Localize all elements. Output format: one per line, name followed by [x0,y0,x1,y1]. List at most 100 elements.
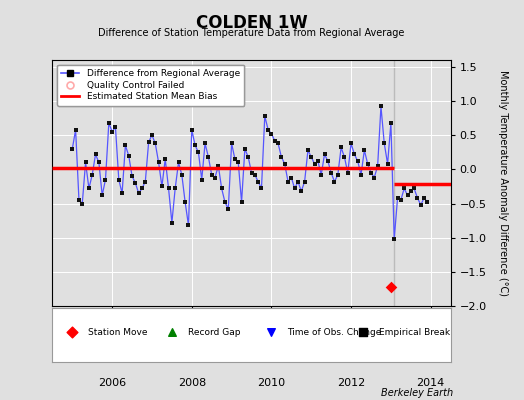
Point [171,185,179,192]
Point [168,220,176,226]
Point [277,154,286,160]
Point [284,178,292,185]
Point [423,199,432,205]
Point [181,199,189,205]
Point [105,120,113,126]
Point [188,126,196,133]
Point [198,176,206,183]
Point [370,174,378,181]
Point [174,159,183,166]
Point [274,140,282,146]
Point [290,185,299,192]
Point [217,185,226,192]
Legend: Difference from Regional Average, Quality Control Failed, Estimated Station Mean: Difference from Regional Average, Qualit… [57,64,245,106]
Text: COLDEN 1W: COLDEN 1W [195,14,308,32]
Text: 2014: 2014 [417,378,445,388]
Point [81,159,90,166]
Point [165,185,173,192]
Point [135,190,143,196]
Point [344,170,352,176]
Point [267,329,276,336]
Point [128,173,136,179]
Point [237,199,246,205]
Point [145,139,153,145]
Point [307,154,315,160]
Point [294,178,302,185]
Point [304,147,312,153]
Point [340,154,348,160]
Point [327,170,335,176]
Point [367,170,375,176]
Point [357,172,365,178]
Point [410,185,418,192]
Point [287,174,296,181]
Point [280,161,289,167]
Point [151,140,159,146]
Point [417,202,425,208]
Point [168,329,176,336]
Point [148,132,156,138]
Point [78,200,86,207]
Point [384,161,392,167]
Point [211,174,219,181]
Point [155,159,163,166]
Point [260,113,269,119]
Point [241,146,249,152]
Point [95,159,103,166]
Point [91,151,100,158]
Point [208,172,216,178]
Point [257,185,266,192]
Point [88,172,96,178]
Point [75,197,83,203]
Point [320,151,329,158]
Point [377,103,385,110]
Point [244,154,253,160]
Point [350,151,358,158]
Point [98,192,106,198]
Text: 2012: 2012 [337,378,365,388]
Point [359,329,367,336]
Text: Difference of Station Temperature Data from Regional Average: Difference of Station Temperature Data f… [99,28,405,38]
Point [138,185,146,192]
Point [121,142,129,149]
Point [390,236,398,242]
Point [250,172,259,178]
Point [314,158,322,164]
Point [201,140,209,146]
Point [380,140,388,146]
Point [374,163,382,169]
Point [68,146,77,152]
Point [85,185,93,192]
Point [118,190,126,196]
Point [387,120,395,126]
Point [397,197,405,203]
Point [330,178,339,185]
Point [324,158,332,164]
Point [317,172,325,178]
Point [310,161,319,167]
Point [111,124,119,130]
Text: Record Gap: Record Gap [188,328,241,337]
Point [161,156,169,162]
Text: Station Move: Station Move [88,328,148,337]
Point [420,195,428,201]
Text: 2010: 2010 [257,378,286,388]
Point [334,172,342,178]
Point [400,185,408,192]
Text: Empirical Break: Empirical Break [379,328,450,337]
Point [300,178,309,185]
Point [131,180,139,186]
Point [354,158,362,164]
Point [387,284,395,290]
Point [270,138,279,144]
Point [68,329,77,336]
Point [191,142,199,149]
Text: Time of Obs. Change: Time of Obs. Change [287,328,382,337]
Point [71,126,80,133]
Point [184,222,193,228]
Point [227,140,236,146]
Text: Berkeley Earth: Berkeley Earth [381,388,453,398]
Point [347,140,355,146]
Point [194,149,203,156]
Point [297,188,305,194]
